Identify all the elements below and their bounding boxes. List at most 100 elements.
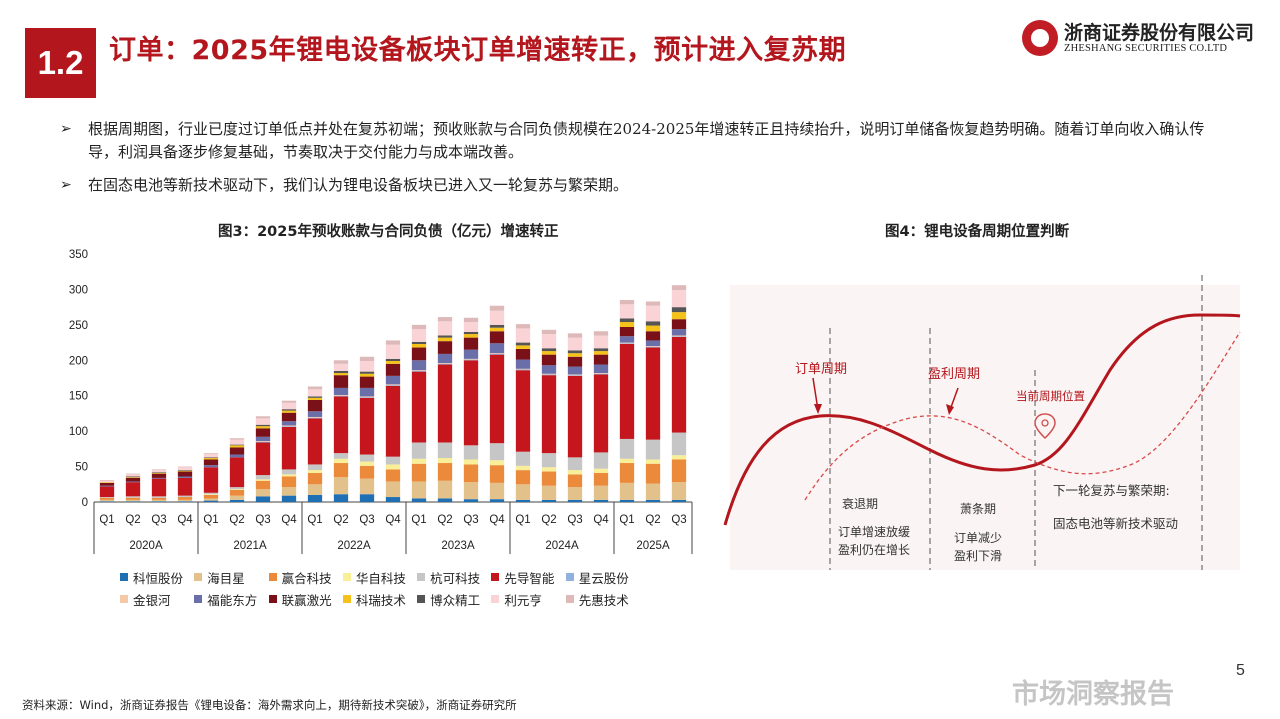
bar-segment <box>281 476 297 488</box>
bar-segment <box>229 499 245 502</box>
recession-desc-1: 订单增速放缓 <box>838 524 910 539</box>
legend-swatch <box>120 573 128 581</box>
bar-segment <box>125 476 141 478</box>
bar-segment <box>151 472 167 473</box>
legend-item: 博众精工 <box>417 590 491 609</box>
bar-segment <box>125 474 141 477</box>
legend-label: 利元亨 <box>504 592 542 608</box>
bar-segment <box>671 459 687 483</box>
bar-segment <box>489 305 505 311</box>
bar-segment <box>489 499 505 502</box>
bar-segment <box>463 459 479 465</box>
bar-segment <box>281 495 297 502</box>
company-logo: 浙商证券股份有限公司 ZHESHANG SECURITIES CO.LTD <box>1022 16 1254 60</box>
bar-segment <box>567 366 583 375</box>
bullet-list: ➢ 根据周期图，行业已度过订单低点并处在复苏初端；预收账款与合同负债规模在202… <box>60 118 1210 207</box>
bar-segment <box>411 481 427 499</box>
bar-segment <box>385 497 401 502</box>
y-tick-label: 0 <box>82 497 88 509</box>
bar-segment <box>333 463 349 478</box>
bar-segment <box>281 469 297 475</box>
x-tick-label: Q2 <box>125 514 140 526</box>
section-number-badge: 1.2 <box>25 28 96 98</box>
bar-segment <box>463 360 479 446</box>
bar-segment <box>593 373 609 375</box>
bar-segment <box>593 373 609 374</box>
bar-segment <box>671 336 687 337</box>
legend-item: 科瑞技术 <box>342 590 417 609</box>
bar-segment <box>229 457 245 488</box>
year-group-label: 2023A <box>441 540 475 552</box>
bar-segment <box>411 324 427 330</box>
legend-item: 海目星 <box>194 568 268 587</box>
y-tick-label: 150 <box>69 391 88 403</box>
bar-segment <box>411 329 427 342</box>
bar-segment <box>567 353 583 357</box>
legend-swatch <box>194 595 203 603</box>
bar-segment <box>567 374 583 376</box>
bar-segment <box>645 301 661 306</box>
legend-swatch <box>417 573 426 581</box>
bar-segment <box>385 375 401 385</box>
legend-item: 先导智能 <box>491 568 565 587</box>
order-cycle-label: 订单周期 <box>795 362 847 377</box>
bar-segment <box>229 489 245 490</box>
bar-segment <box>593 348 609 352</box>
bar-segment <box>333 395 349 397</box>
x-tick-label: Q1 <box>411 514 426 526</box>
bar-segment <box>463 359 479 361</box>
bar-segment <box>385 344 401 359</box>
bar-segment <box>593 485 609 500</box>
legend-label: 海目星 <box>207 570 245 586</box>
bar-segment <box>671 312 687 320</box>
bar-segment <box>385 360 401 364</box>
bar-segment <box>177 477 193 496</box>
bar-segment <box>593 351 609 355</box>
bar-segment <box>411 463 427 482</box>
legend-row: 科恒股份 海目星 赢合科技 华自科技 杭可科技 先导智能 星云股份 <box>120 566 640 588</box>
bar-segment <box>567 375 583 458</box>
x-tick-label: Q1 <box>515 514 530 526</box>
x-tick-label: Q1 <box>307 514 322 526</box>
bar-segment <box>593 374 609 453</box>
bar-segment <box>541 374 557 376</box>
bar-segment <box>203 492 219 495</box>
bar-segment <box>437 363 453 365</box>
x-tick-label: Q3 <box>255 514 270 526</box>
bar-segment <box>463 317 479 323</box>
legend-label: 先导智能 <box>504 570 555 586</box>
bar-segment <box>411 347 427 361</box>
legend-swatch <box>565 573 574 581</box>
bar-segment <box>619 343 635 344</box>
legend-swatch <box>491 595 500 603</box>
legend-swatch <box>268 595 277 603</box>
bar-segment <box>307 464 323 471</box>
bar-segment <box>203 453 219 454</box>
x-tick-label: Q4 <box>385 514 401 526</box>
bar-segment <box>307 399 323 412</box>
bar-segment <box>99 499 115 502</box>
bar-segment <box>515 484 531 500</box>
bullet-text: 在固态电池等新技术驱动下，我们认为锂电设备板块已进入又一轮复苏与繁荣期。 <box>88 176 629 194</box>
bar-segment <box>151 469 167 471</box>
bar-segment <box>437 317 453 322</box>
bar-segment <box>125 496 141 498</box>
x-tick-label: Q1 <box>619 514 634 526</box>
bar-segment <box>359 396 375 398</box>
bar-segment <box>125 501 141 502</box>
bar-segment <box>437 458 453 464</box>
bar-segment <box>307 418 323 465</box>
bar-segment <box>125 477 141 478</box>
bar-segment <box>671 290 687 308</box>
x-tick-label: Q4 <box>593 514 609 526</box>
bullet-text: 根据周期图，行业已度过订单低点并处在复苏初端；预收账款与合同负债规模在2024-… <box>88 120 1205 161</box>
bar-segment <box>125 497 141 500</box>
bar-segment <box>255 416 271 419</box>
bar-segment <box>359 461 375 466</box>
bar-segment <box>567 337 583 351</box>
bar-segment <box>437 463 453 481</box>
bar-segment <box>151 499 167 502</box>
bar-segment <box>151 470 167 473</box>
bar-segment <box>619 499 635 502</box>
year-group-label: 2020A <box>129 540 163 552</box>
